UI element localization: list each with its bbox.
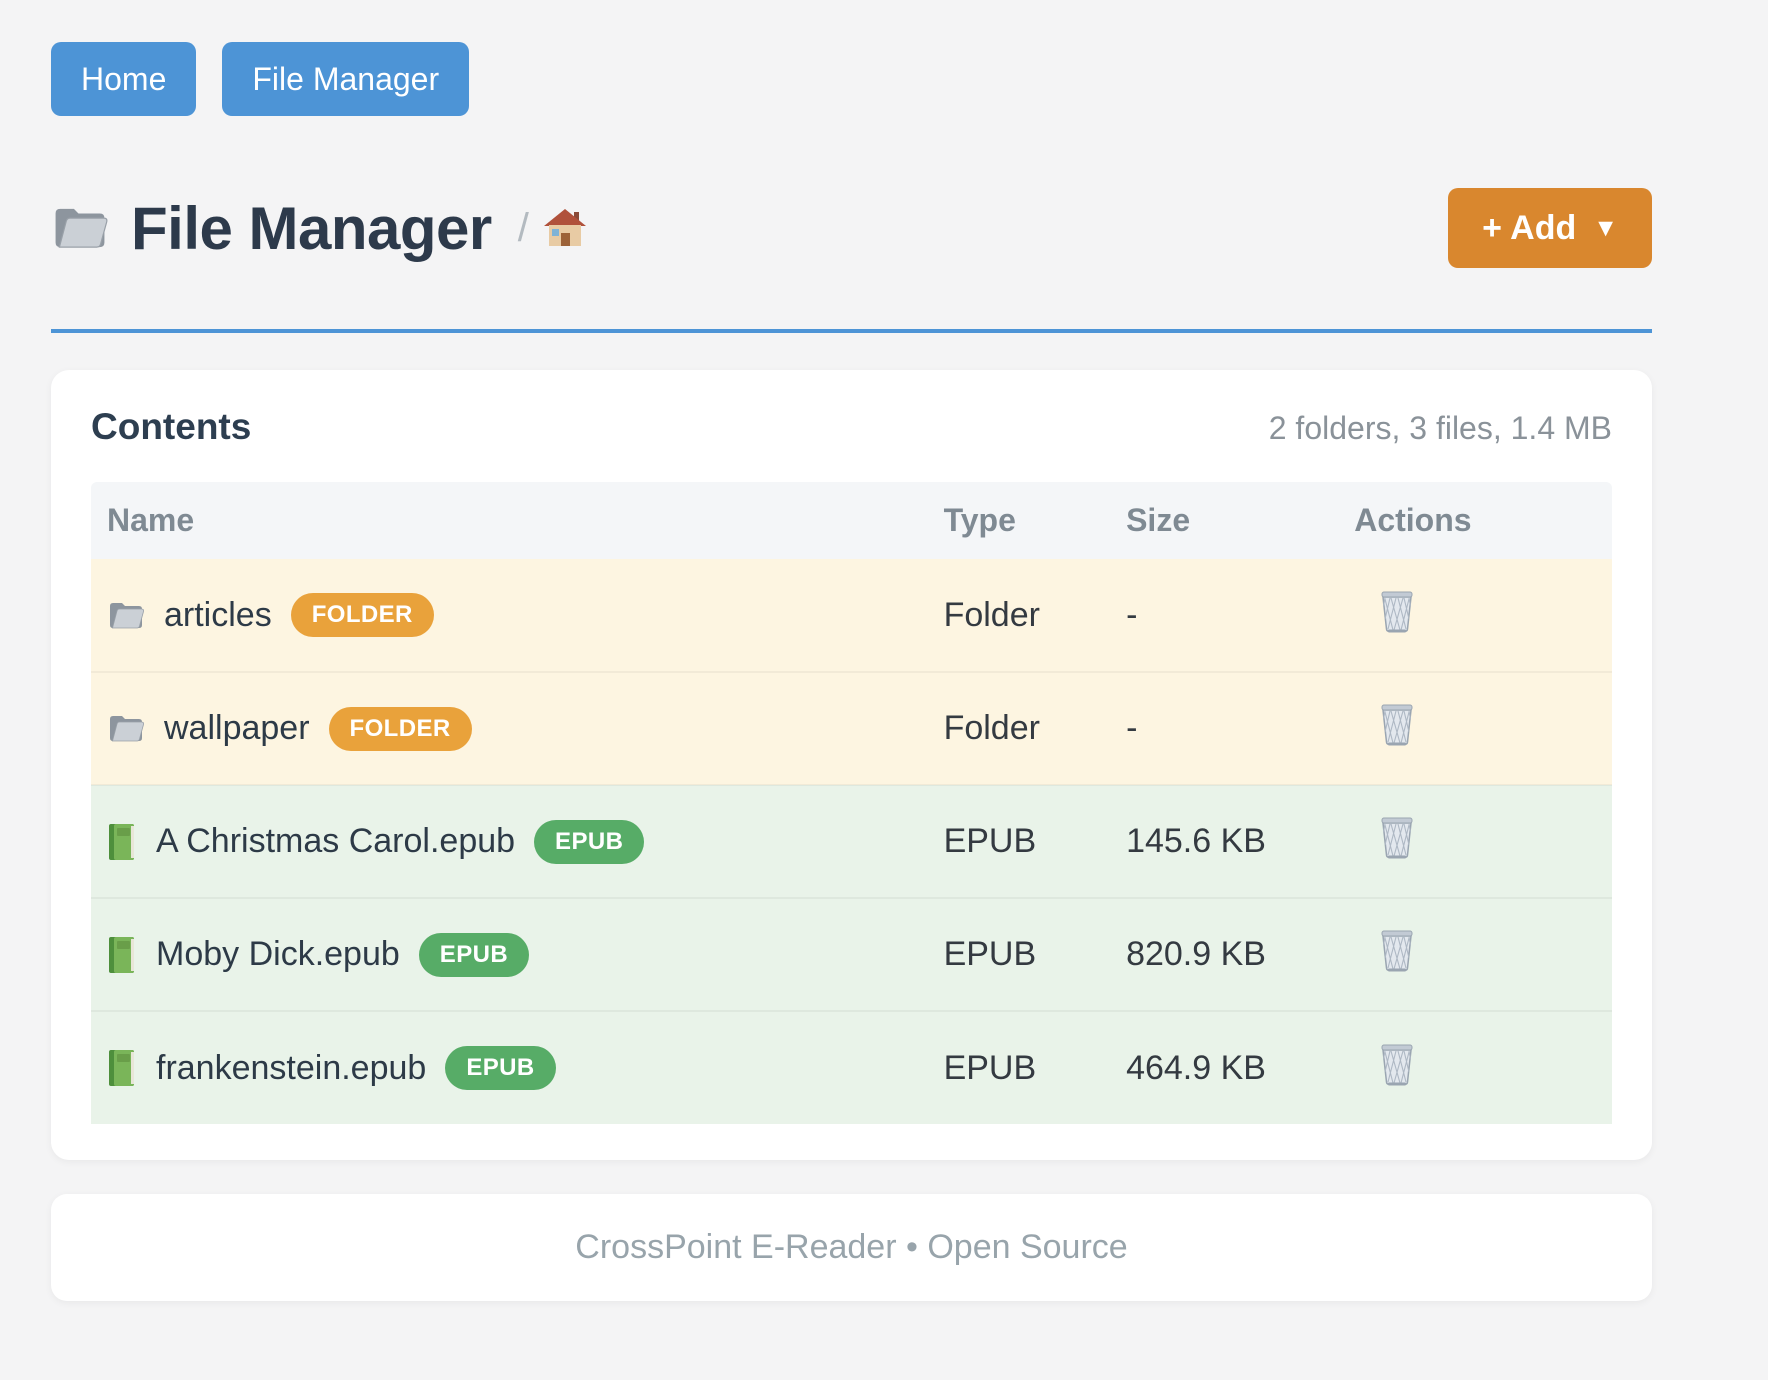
- page-title: File Manager: [131, 194, 492, 262]
- type-cell: Folder: [927, 671, 1111, 785]
- type-badge: FOLDER: [328, 706, 472, 751]
- file-name[interactable]: articles: [164, 595, 272, 634]
- type-badge: EPUB: [445, 1046, 556, 1090]
- folder-icon: [51, 204, 109, 252]
- add-button[interactable]: + Add ▼: [1448, 188, 1652, 268]
- add-button-label: + Add: [1482, 209, 1577, 247]
- type-cell: EPUB: [927, 784, 1111, 898]
- page-header: File Manager / + Add ▼: [51, 187, 1652, 269]
- table-row[interactable]: A Christmas Carol.epub EPUB EPUB 145.6 K…: [91, 784, 1612, 898]
- folder-icon: [107, 713, 145, 744]
- type-badge: FOLDER: [290, 593, 434, 637]
- delete-button[interactable]: [1378, 589, 1416, 633]
- type-cell: EPUB: [927, 1010, 1111, 1124]
- size-cell: 820.9 KB: [1110, 897, 1339, 1011]
- file-manager-button[interactable]: File Manager: [222, 42, 470, 116]
- file-name[interactable]: frankenstein.epub: [156, 1048, 427, 1087]
- file-table: Name Type Size Actions: [91, 482, 1612, 1124]
- column-header-size: Size: [1110, 482, 1339, 559]
- footer: CrossPoint E-Reader • Open Source: [51, 1194, 1652, 1301]
- contents-heading: Contents: [91, 406, 252, 447]
- file-name[interactable]: Moby Dick.epub: [156, 935, 400, 973]
- delete-button[interactable]: [1378, 928, 1416, 972]
- home-button[interactable]: Home: [51, 42, 197, 116]
- file-name[interactable]: A Christmas Carol.epub: [156, 822, 516, 860]
- table-row[interactable]: articles FOLDER Folder -: [91, 559, 1612, 672]
- footer-text: CrossPoint E-Reader • Open Source: [575, 1228, 1128, 1266]
- delete-button[interactable]: [1378, 702, 1416, 746]
- type-badge: EPUB: [418, 932, 530, 977]
- size-cell: -: [1110, 559, 1339, 672]
- wastebasket-icon: [1378, 702, 1416, 746]
- column-header-name: Name: [91, 482, 928, 559]
- top-nav: Home File Manager: [51, 42, 1652, 116]
- size-cell: 145.6 KB: [1110, 784, 1339, 898]
- size-cell: 464.9 KB: [1110, 1010, 1339, 1124]
- header-divider: [51, 329, 1652, 333]
- size-cell: -: [1110, 671, 1339, 785]
- green-book-icon: [107, 1049, 137, 1087]
- green-book-icon: [107, 823, 137, 861]
- contents-summary: 2 folders, 3 files, 1.4 MB: [1268, 410, 1612, 446]
- table-row[interactable]: wallpaper FOLDER Folder -: [91, 671, 1612, 785]
- table-row[interactable]: Moby Dick.epub EPUB EPUB 820.9 KB: [91, 897, 1612, 1011]
- table-row[interactable]: frankenstein.epub EPUB EPUB 464.9 KB: [91, 1010, 1612, 1124]
- column-header-type: Type: [927, 482, 1111, 559]
- chevron-down-icon: ▼: [1593, 213, 1618, 242]
- wastebasket-icon: [1378, 589, 1416, 633]
- house-icon[interactable]: [543, 208, 587, 248]
- column-header-actions: Actions: [1338, 482, 1612, 559]
- type-cell: EPUB: [927, 897, 1111, 1011]
- file-table-body: articles FOLDER Folder -: [91, 559, 1612, 1124]
- wastebasket-icon: [1378, 1042, 1416, 1086]
- file-name[interactable]: wallpaper: [164, 709, 310, 747]
- delete-button[interactable]: [1378, 815, 1416, 859]
- wastebasket-icon: [1378, 928, 1416, 972]
- breadcrumb-separator: /: [517, 205, 529, 250]
- type-cell: Folder: [927, 559, 1111, 672]
- contents-card: Contents 2 folders, 3 files, 1.4 MB Name…: [51, 370, 1652, 1160]
- delete-button[interactable]: [1378, 1042, 1416, 1086]
- folder-icon: [107, 600, 145, 631]
- table-header-row: Name Type Size Actions: [91, 482, 1612, 559]
- type-badge: EPUB: [534, 819, 645, 864]
- wastebasket-icon: [1378, 815, 1416, 859]
- green-book-icon: [107, 936, 137, 974]
